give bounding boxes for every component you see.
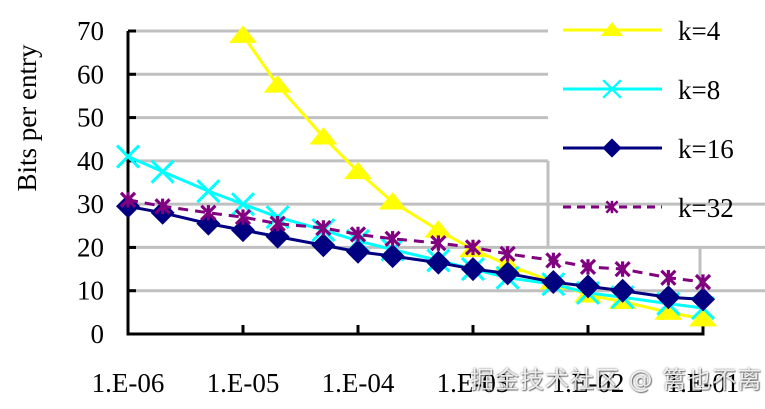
x-tick-label: 1.E-03 <box>437 368 510 398</box>
legend-item-k-16: k=16 <box>563 134 734 164</box>
legend-label: k=16 <box>678 134 734 164</box>
y-tick-label: 40 <box>77 146 104 176</box>
data-series <box>115 25 717 327</box>
legend-item-k-4: k=4 <box>563 16 721 46</box>
y-axis-title: Bits per entry <box>12 44 42 191</box>
legend-label: k=32 <box>678 193 734 223</box>
y-tick-label: 60 <box>77 59 104 89</box>
y-tick-labels: 0 10 20 30 40 50 60 70 <box>77 16 104 349</box>
watermark: 掘金技术社区 @ 篱也不离 <box>470 366 763 394</box>
legend-item-k-8: k=8 <box>563 75 720 105</box>
gridlines <box>128 29 765 293</box>
y-tick-label: 20 <box>77 232 104 262</box>
series-k-32 <box>119 191 712 291</box>
legend: k=4 k=8 k=16 k=32 <box>563 16 734 223</box>
x-tick-label: 1.E-05 <box>207 368 280 398</box>
y-tick-label: 70 <box>77 16 104 46</box>
x-tick-label: 1.E-02 <box>552 368 625 398</box>
y-tick-label: 10 <box>77 276 104 306</box>
axes <box>126 29 705 336</box>
x-tick-label: 1.E-06 <box>92 368 165 398</box>
y-tick-label: 50 <box>77 103 104 133</box>
y-tick-label: 0 <box>91 319 105 349</box>
x-tick-labels: 1.E-06 1.E-05 1.E-04 1.E-03 1.E-02 1.E-01 <box>92 368 740 398</box>
legend-label: k=8 <box>678 75 720 105</box>
series-k-4 <box>229 25 717 327</box>
x-tick-label: 1.E-04 <box>322 368 395 398</box>
legend-label: k=4 <box>678 16 721 46</box>
legend-item-k-32: k=32 <box>563 193 734 223</box>
y-tick-label: 30 <box>77 189 104 219</box>
x-tick-label: 1.E-01 <box>667 368 740 398</box>
